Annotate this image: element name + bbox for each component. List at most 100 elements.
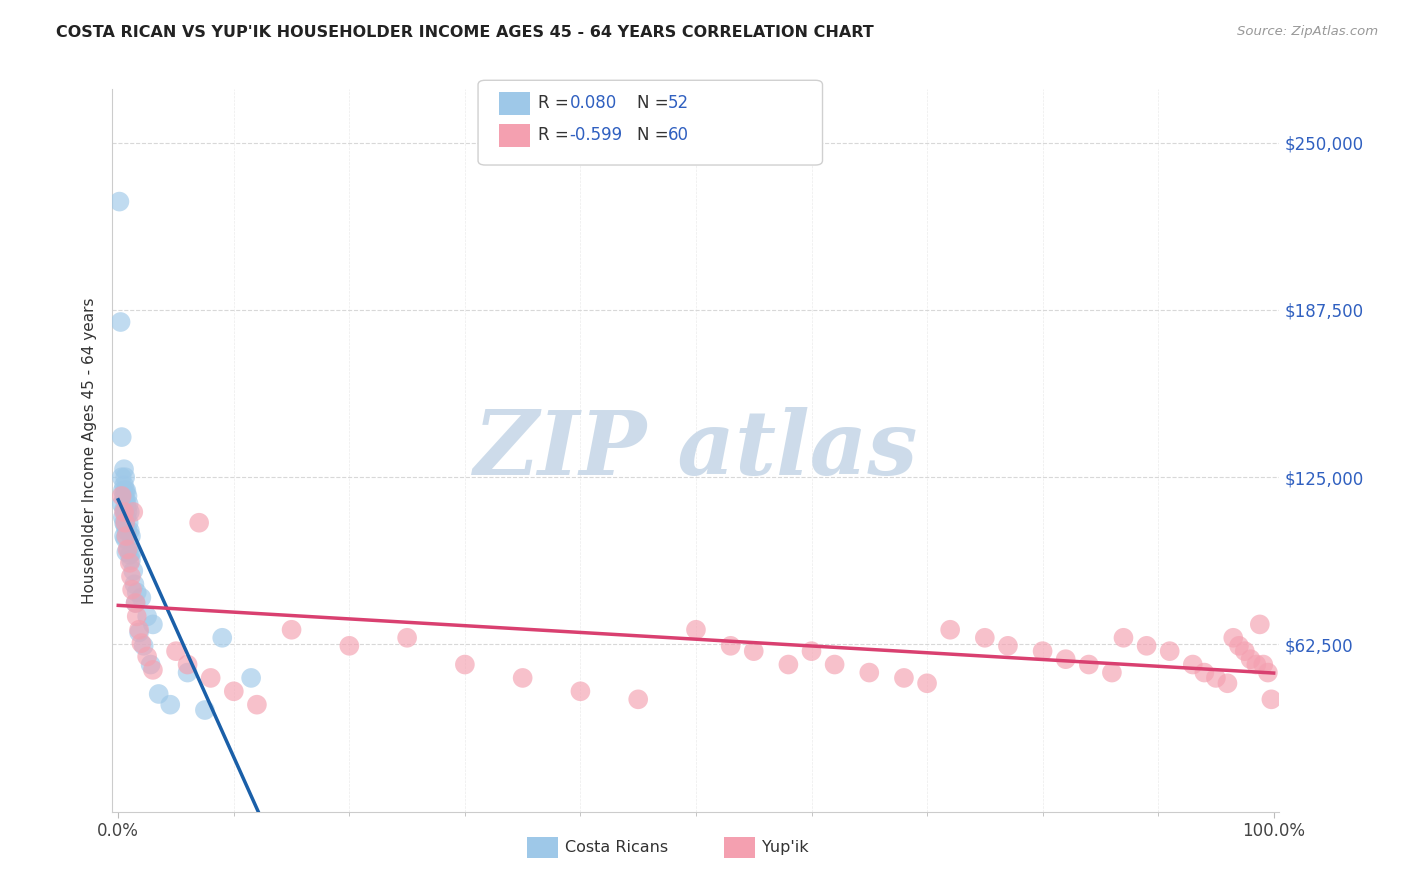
Point xyxy=(139,657,162,672)
Point xyxy=(337,639,360,653)
Point xyxy=(118,542,141,557)
Point xyxy=(1181,657,1204,672)
Point xyxy=(118,497,141,511)
Text: R =: R = xyxy=(538,126,575,144)
Point xyxy=(1246,657,1268,672)
Point xyxy=(800,644,823,658)
Text: ZIP atlas: ZIP atlas xyxy=(474,408,918,493)
Point xyxy=(111,510,134,524)
Point xyxy=(118,516,141,530)
Point xyxy=(997,639,1019,653)
Text: N =: N = xyxy=(637,126,673,144)
Point xyxy=(120,553,142,567)
Point xyxy=(280,623,302,637)
Point xyxy=(512,671,534,685)
Point xyxy=(824,657,846,672)
Point xyxy=(159,698,181,712)
Point xyxy=(1101,665,1123,680)
Point xyxy=(1227,639,1250,653)
Point xyxy=(1233,644,1256,658)
Point xyxy=(1216,676,1239,690)
Point xyxy=(125,585,148,599)
Point xyxy=(1251,657,1274,672)
Point xyxy=(1032,644,1054,658)
Point xyxy=(1159,644,1181,658)
Point xyxy=(117,489,139,503)
Point xyxy=(114,518,136,533)
Text: 60: 60 xyxy=(668,126,689,144)
Point xyxy=(125,609,148,624)
Point xyxy=(132,639,155,653)
Point xyxy=(111,489,134,503)
Point xyxy=(112,462,135,476)
Y-axis label: Householder Income Ages 45 - 64 years: Householder Income Ages 45 - 64 years xyxy=(82,297,97,604)
Point xyxy=(142,663,165,677)
Point xyxy=(115,483,138,498)
Point xyxy=(627,692,650,706)
Point xyxy=(124,596,146,610)
Point xyxy=(1135,639,1157,653)
Point xyxy=(200,671,222,685)
Point xyxy=(112,489,135,503)
Point xyxy=(915,676,938,690)
Point xyxy=(1205,671,1227,685)
Point xyxy=(115,545,138,559)
Point xyxy=(118,548,141,562)
Point xyxy=(973,631,995,645)
Point xyxy=(112,505,135,519)
Point xyxy=(121,545,143,559)
Point xyxy=(1077,657,1099,672)
Point xyxy=(114,491,136,506)
Text: Yup'ik: Yup'ik xyxy=(762,840,808,855)
Point xyxy=(122,505,145,519)
Point xyxy=(117,505,139,519)
Point xyxy=(939,623,962,637)
Point xyxy=(118,556,141,570)
Point xyxy=(246,698,269,712)
Point xyxy=(194,703,217,717)
Point xyxy=(569,684,592,698)
Point xyxy=(108,194,131,209)
Point xyxy=(136,649,159,664)
Text: 0.080: 0.080 xyxy=(569,94,617,112)
Text: COSTA RICAN VS YUP'IK HOUSEHOLDER INCOME AGES 45 - 64 YEARS CORRELATION CHART: COSTA RICAN VS YUP'IK HOUSEHOLDER INCOME… xyxy=(56,25,875,40)
Point xyxy=(396,631,419,645)
Point xyxy=(142,617,165,632)
Point xyxy=(188,516,211,530)
Point xyxy=(131,591,153,605)
Point xyxy=(176,665,198,680)
Point xyxy=(1249,617,1271,632)
Text: R =: R = xyxy=(538,94,575,112)
Point xyxy=(1222,631,1244,645)
Point xyxy=(136,609,159,624)
Point xyxy=(122,564,145,578)
Point xyxy=(118,524,141,538)
Point xyxy=(858,665,880,680)
Point xyxy=(114,505,136,519)
Point xyxy=(111,470,134,484)
Text: 52: 52 xyxy=(668,94,689,112)
Point xyxy=(1194,665,1216,680)
Point xyxy=(115,529,138,543)
Point xyxy=(117,542,139,557)
Point xyxy=(148,687,170,701)
Point xyxy=(685,623,707,637)
Point xyxy=(742,644,765,658)
Point xyxy=(111,497,134,511)
Point xyxy=(112,478,135,492)
Point xyxy=(112,502,135,516)
Point xyxy=(176,657,198,672)
Point xyxy=(720,639,742,653)
Point xyxy=(120,529,142,543)
Text: Source: ZipAtlas.com: Source: ZipAtlas.com xyxy=(1237,25,1378,38)
Point xyxy=(114,483,136,498)
Point xyxy=(165,644,187,658)
Point xyxy=(110,315,132,329)
Point xyxy=(778,657,800,672)
Point xyxy=(111,430,134,444)
Point xyxy=(211,631,233,645)
Point xyxy=(131,636,153,650)
Point xyxy=(114,470,136,484)
Point xyxy=(128,625,150,640)
Point xyxy=(111,483,134,498)
